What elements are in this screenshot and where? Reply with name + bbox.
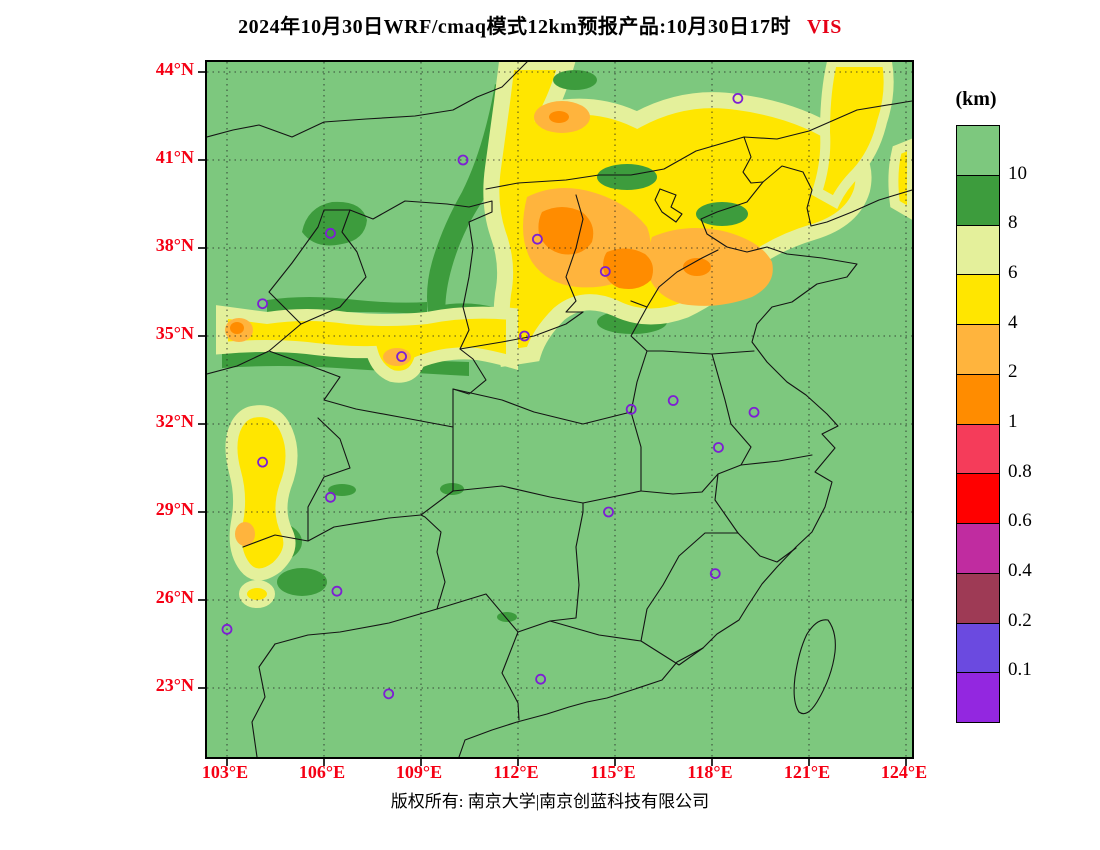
station-marker	[519, 330, 530, 342]
x-axis-label: 106°E	[298, 762, 346, 782]
station-marker	[535, 673, 547, 685]
station-marker	[709, 568, 721, 579]
legend-tick-label: 6	[1008, 262, 1018, 283]
station-marker	[667, 395, 679, 406]
x-axis-label: 124°E	[880, 762, 928, 782]
station-marker	[331, 585, 343, 597]
y-axis-label: 44°N	[155, 59, 194, 79]
legend-tick-label: 0.2	[1008, 609, 1032, 631]
legend-swatch	[957, 473, 999, 523]
station-marker	[383, 688, 395, 700]
legend-swatch	[957, 126, 999, 175]
legend-swatch	[957, 274, 999, 324]
station-marker	[531, 233, 543, 245]
variable-label: VIS	[806, 16, 842, 38]
station-marker	[603, 506, 614, 518]
title-text: 2024年10月30日WRF/cmaq模式12km预报产品:10月30日17时	[238, 16, 791, 38]
legend-swatch	[957, 423, 999, 474]
legend-tick-label: 8	[1008, 212, 1018, 234]
station-marker	[713, 442, 724, 453]
visibility-field	[207, 62, 912, 757]
station-marker	[257, 456, 268, 468]
station-markers	[221, 92, 760, 700]
legend-tick-label: 0.8	[1008, 460, 1032, 482]
station-marker	[732, 92, 744, 104]
station-marker	[257, 298, 268, 310]
graticule	[207, 62, 912, 757]
legend-tick-label: 0.6	[1008, 510, 1032, 532]
x-axis-label: 109°E	[395, 762, 443, 782]
x-axis-label: 118°E	[687, 762, 733, 782]
station-marker	[221, 623, 233, 635]
copyright-footer: 版权所有: 南京大学|南京创蓝科技有限公司	[390, 792, 710, 811]
legend-swatch	[957, 523, 999, 573]
y-axis-label: 23°N	[155, 674, 194, 695]
x-axis-label: 112°E	[493, 762, 539, 782]
visibility-field-svg	[198, 62, 912, 766]
y-axis-label: 38°N	[155, 234, 194, 255]
legend-swatch	[957, 622, 999, 673]
axis-ticks	[198, 71, 907, 766]
field-orange-cores	[230, 111, 711, 334]
page-title: 2024年10月30日WRF/cmaq模式12km预报产品:10月30日17时 V…	[0, 10, 1080, 39]
y-axis-label: 35°N	[155, 322, 194, 343]
y-axis-label: 29°N	[155, 498, 194, 519]
station-marker	[396, 351, 407, 362]
legend-swatch	[957, 373, 999, 424]
station-marker	[325, 491, 336, 503]
legend-colorbar	[956, 125, 1000, 723]
legend-swatch	[957, 324, 999, 374]
legend-tick-label: 2	[1008, 361, 1018, 383]
legend-swatch	[957, 174, 999, 225]
x-axis-label: 115°E	[590, 762, 636, 782]
legend-swatch	[957, 224, 999, 275]
legend-tick-label: 10	[1008, 162, 1027, 184]
station-marker	[599, 266, 611, 277]
x-axis-label: 121°E	[783, 762, 831, 782]
station-marker	[457, 154, 469, 166]
legend-swatch	[957, 572, 999, 623]
taiwan-island	[793, 619, 836, 715]
province-borders	[207, 62, 912, 757]
legend-tick-label: 0.4	[1008, 560, 1032, 581]
legend-swatch	[957, 672, 999, 722]
y-axis-label: 26°N	[155, 586, 194, 607]
legend-tick-label: 0.1	[1008, 659, 1032, 681]
x-axis-label: 103°E	[201, 762, 249, 782]
legend-tick-label: 1	[1008, 411, 1018, 432]
map-plot	[198, 60, 914, 766]
station-marker	[325, 227, 336, 239]
y-axis-label: 32°N	[155, 410, 194, 431]
y-axis-label: 41°N	[155, 146, 194, 167]
legend-unit-label: (km)	[955, 88, 997, 110]
field-green-holes	[553, 70, 748, 226]
legend-tick-label: 4	[1008, 311, 1018, 333]
station-marker	[625, 403, 637, 415]
station-marker	[748, 406, 760, 418]
